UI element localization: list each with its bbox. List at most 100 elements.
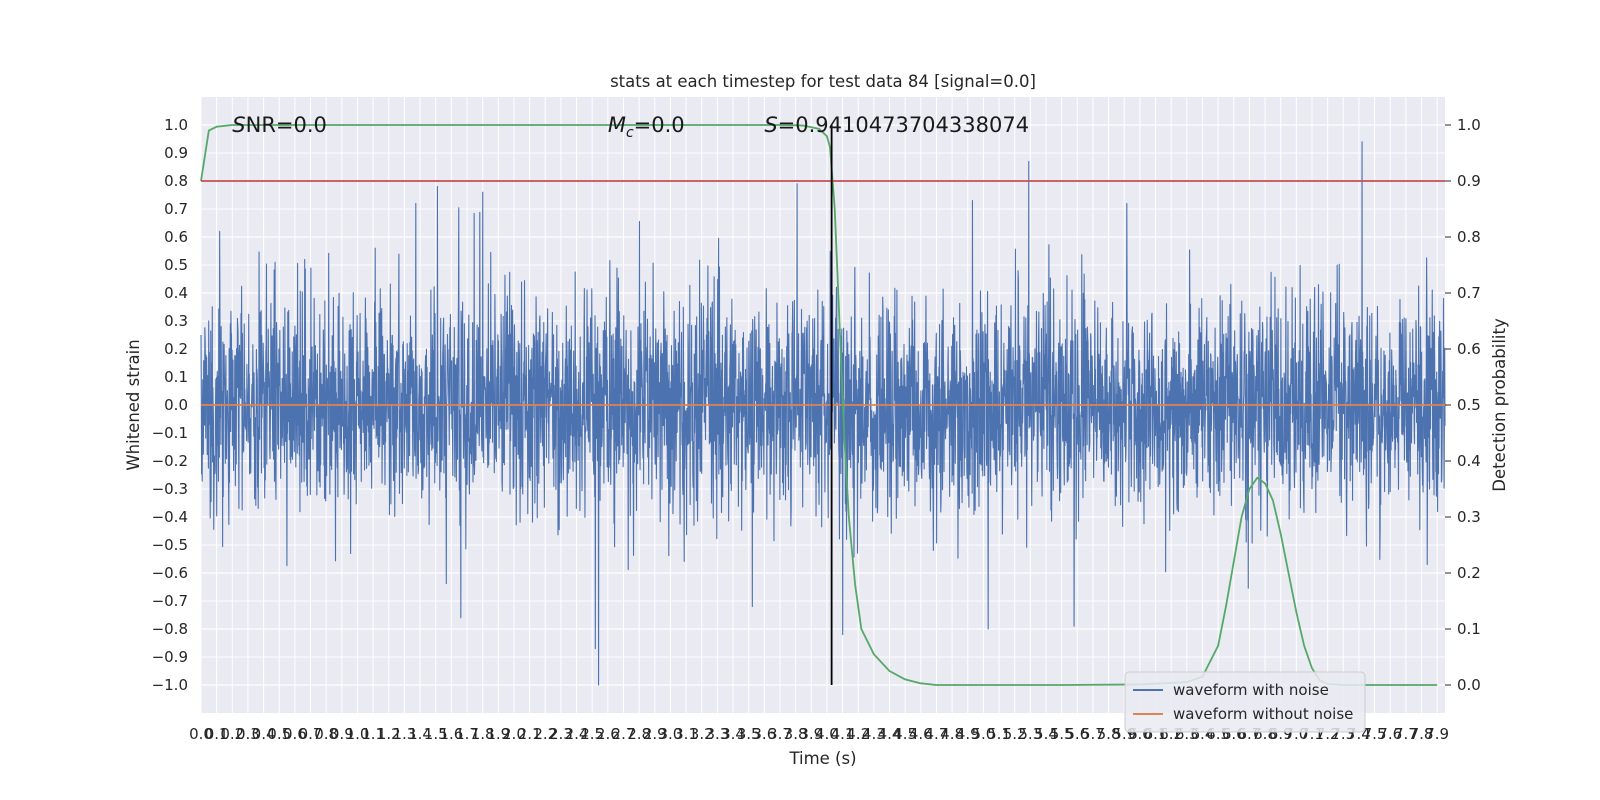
- x-tick-label: 3.1: [674, 725, 698, 743]
- x-tick-label: 7.9: [1425, 725, 1449, 743]
- x-tick-label: 5.6: [1065, 725, 1089, 743]
- x-tick-label: 0.3: [236, 725, 260, 743]
- x-tick-label: 4.1: [831, 725, 855, 743]
- x-tick-label: 2.1: [518, 725, 542, 743]
- x-tick-label: 2.0: [502, 725, 526, 743]
- annotation-1: Mc=0.0: [608, 113, 685, 141]
- y-tick-label: 0.2: [164, 340, 188, 358]
- x-tick-label: 4.0: [815, 725, 839, 743]
- y-tick-label: 0.4: [164, 284, 188, 302]
- annotation-0: SNR=0.0: [232, 113, 327, 137]
- x-tick-label: 2.4: [565, 725, 589, 743]
- x-tick-label: 0.1: [205, 725, 229, 743]
- y-tick-label: 0.0: [164, 396, 188, 414]
- x-tick-label: 3.8: [784, 725, 808, 743]
- y2-tick-label: 0.7: [1457, 284, 1481, 302]
- x-tick-label: 2.6: [596, 725, 620, 743]
- y-axis-label: Whitened strain: [124, 339, 143, 470]
- y2-tick-label: 1.0: [1457, 116, 1481, 134]
- legend-entry: waveform without noise: [1173, 705, 1353, 723]
- x-tick-label: 5.1: [987, 725, 1011, 743]
- y2-tick-label: 0.2: [1457, 564, 1481, 582]
- x-tick-label: 0.7: [299, 725, 323, 743]
- x-tick-label: 4.8: [940, 725, 964, 743]
- y-tick-label: −0.5: [152, 536, 188, 554]
- y2-tick-label: 0.3: [1457, 508, 1481, 526]
- x-tick-label: 1.0: [346, 725, 370, 743]
- x-tick-label: 2.8: [627, 725, 651, 743]
- y-tick-label: −0.2: [152, 452, 188, 470]
- x-tick-label: 5.7: [1081, 725, 1105, 743]
- x-tick-label: 2.5: [580, 725, 604, 743]
- x-tick-label: 1.5: [424, 725, 448, 743]
- x-tick-label: 4.4: [878, 725, 902, 743]
- x-tick-label: 5.2: [1003, 725, 1027, 743]
- x-tick-label: 3.3: [705, 725, 729, 743]
- x-tick-label: 2.3: [549, 725, 573, 743]
- x-tick-label: 5.5: [1050, 725, 1074, 743]
- x-axis-label: Time (s): [788, 749, 856, 768]
- y-tick-label: −1.0: [152, 676, 188, 694]
- x-tick-label: 4.3: [862, 725, 886, 743]
- x-tick-label: 1.1: [361, 725, 385, 743]
- x-tick-label: 1.7: [455, 725, 479, 743]
- chart-title: stats at each timestep for test data 84 …: [610, 72, 1036, 91]
- y-tick-label: 0.7: [164, 200, 188, 218]
- x-tick-label: 4.5: [893, 725, 917, 743]
- y2-tick-label: 0.8: [1457, 228, 1481, 246]
- annotation-symbol: S: [764, 113, 777, 137]
- y-tick-label: −0.4: [152, 508, 188, 526]
- series-waveform-with-noise: [200, 141, 1446, 686]
- y-tick-label: 0.5: [164, 256, 188, 274]
- x-tick-label: 1.9: [486, 725, 510, 743]
- y-tick-label: −0.1: [152, 424, 188, 442]
- y-tick-label: −0.3: [152, 480, 188, 498]
- y-tick-label: 0.3: [164, 312, 188, 330]
- x-tick-label: 0.6: [283, 725, 307, 743]
- series-detection-probability: [200, 124, 1438, 686]
- x-tick-label: 4.7: [925, 725, 949, 743]
- y-tick-label: −0.6: [152, 564, 188, 582]
- x-tick-label: 5.3: [1018, 725, 1042, 743]
- y2-tick-label: 0.6: [1457, 340, 1481, 358]
- y2-axis-label: Detection probability: [1490, 318, 1509, 492]
- x-tick-label: 3.5: [737, 725, 761, 743]
- x-tick-label: 1.2: [377, 725, 401, 743]
- x-tick-label: 1.4: [408, 725, 432, 743]
- x-tick-label: 7.7: [1394, 725, 1418, 743]
- y-tick-label: −0.9: [152, 648, 188, 666]
- y-tick-label: 0.8: [164, 172, 188, 190]
- x-tick-label: 1.8: [471, 725, 495, 743]
- x-tick-label: 2.7: [612, 725, 636, 743]
- y-tick-label: 1.0: [164, 116, 188, 134]
- x-tick-label: 7.8: [1410, 725, 1434, 743]
- y-tick-label: 0.6: [164, 228, 188, 246]
- x-tick-label: 3.0: [659, 725, 683, 743]
- y2-tick-label: 0.0: [1457, 676, 1481, 694]
- x-tick-label: 4.9: [956, 725, 980, 743]
- y-tick-label: −0.8: [152, 620, 188, 638]
- x-tick-label: 2.9: [643, 725, 667, 743]
- x-tick-label: 1.6: [439, 725, 463, 743]
- legend-entry: waveform with noise: [1173, 681, 1329, 699]
- y2-tick-label: 0.1: [1457, 620, 1481, 638]
- y-tick-label: 0.1: [164, 368, 188, 386]
- legend-box: [1124, 671, 1366, 733]
- x-tick-label: 7.6: [1378, 725, 1402, 743]
- x-tick-label: 1.3: [392, 725, 416, 743]
- x-tick-label: 0.9: [330, 725, 354, 743]
- annotation-symbol: M: [608, 113, 626, 137]
- x-tick-label: 5.4: [1034, 725, 1058, 743]
- annotation-value: =0.0: [634, 113, 685, 137]
- x-tick-label: 0.2: [220, 725, 244, 743]
- x-tick-label: 3.2: [690, 725, 714, 743]
- y2-tick-label: 0.4: [1457, 452, 1481, 470]
- x-tick-label: 0.0: [189, 725, 213, 743]
- x-tick-label: 3.4: [721, 725, 745, 743]
- x-tick-label: 7.5: [1363, 725, 1387, 743]
- x-tick-label: 4.2: [846, 725, 870, 743]
- x-tick-label: 2.2: [533, 725, 557, 743]
- x-tick-label: 5.8: [1097, 725, 1121, 743]
